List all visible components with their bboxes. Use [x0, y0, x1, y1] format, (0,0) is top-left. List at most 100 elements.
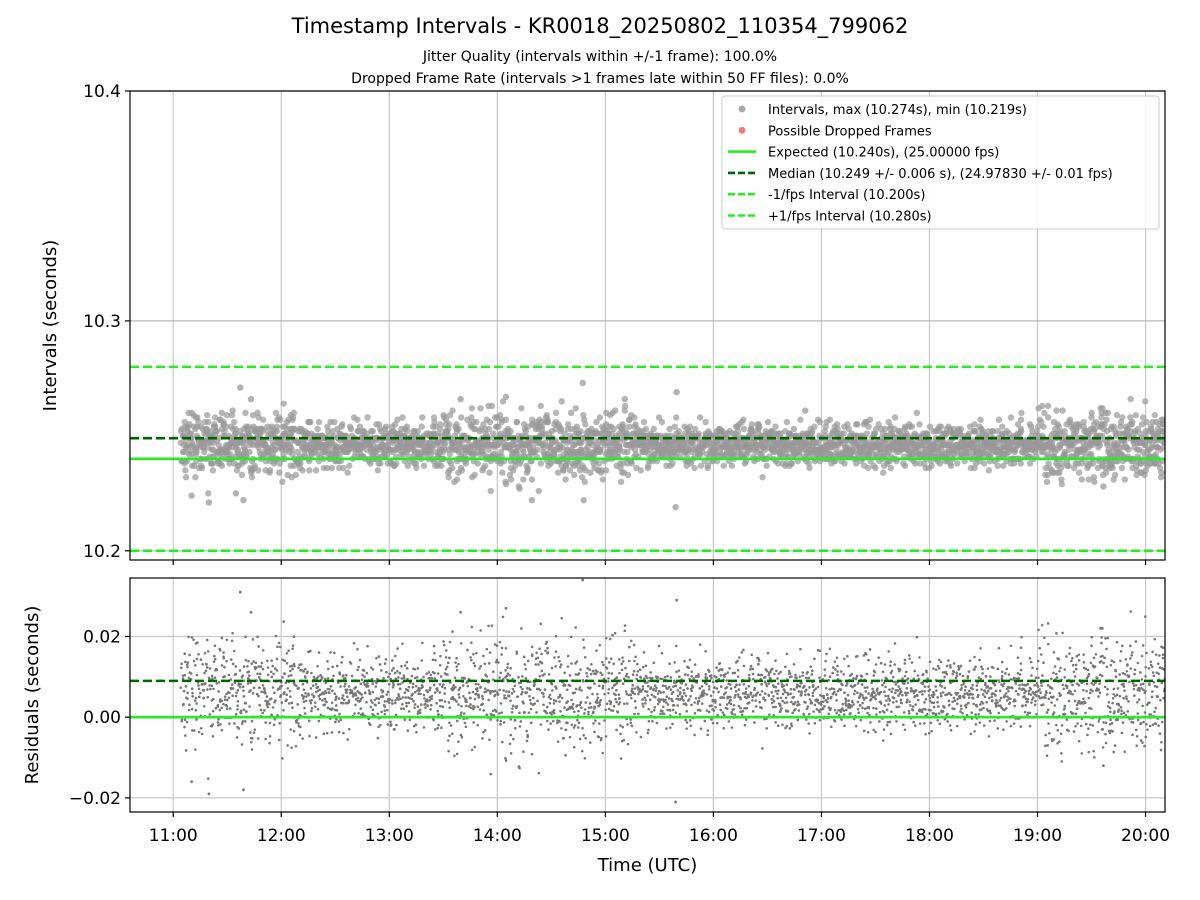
interval-point: [936, 460, 944, 467]
residual-point: [635, 677, 638, 681]
residual-point: [422, 675, 425, 679]
residual-point: [563, 671, 566, 675]
residual-point: [495, 691, 499, 694]
residual-point: [654, 695, 657, 699]
interval-point: [642, 425, 650, 433]
residual-point: [346, 738, 350, 741]
interval-point: [198, 464, 206, 472]
residual-point: [197, 687, 201, 691]
residual-point: [583, 712, 586, 715]
residual-point: [661, 684, 665, 688]
residual-point: [581, 678, 585, 682]
interval-point: [238, 471, 246, 479]
residual-point: [334, 695, 338, 699]
interval-point: [1158, 469, 1165, 476]
residual-point: [499, 702, 503, 705]
residual-point: [662, 712, 666, 716]
residual-point: [229, 678, 233, 681]
interval-point: [1161, 439, 1165, 446]
interval-point: [1121, 476, 1128, 483]
residual-point: [385, 708, 389, 712]
residual-point: [335, 718, 338, 721]
residual-point: [672, 685, 675, 688]
residual-point: [212, 660, 216, 663]
residual-point: [508, 674, 511, 677]
interval-point: [482, 462, 489, 469]
residual-point: [625, 672, 629, 676]
interval-point: [748, 421, 755, 428]
residual-point: [181, 677, 185, 680]
residual-point: [264, 721, 267, 724]
interval-point: [691, 425, 699, 433]
residual-point: [545, 705, 549, 709]
residual-point: [491, 709, 495, 713]
residual-point: [436, 689, 439, 692]
residual-point: [458, 686, 462, 690]
residual-point: [558, 659, 561, 663]
residual-point: [223, 675, 226, 678]
residual-point: [270, 713, 273, 716]
residual-point: [319, 674, 322, 677]
residual-point: [558, 694, 562, 698]
residual-point: [554, 650, 558, 653]
residual-point: [199, 658, 203, 661]
interval-point: [1018, 409, 1025, 417]
residual-point: [518, 725, 522, 728]
residual-point: [577, 721, 581, 725]
residual-point: [187, 676, 191, 680]
residual-point: [381, 695, 385, 698]
residual-point: [444, 656, 448, 659]
residual-point: [436, 672, 440, 675]
interval-point: [621, 402, 629, 410]
residual-point: [659, 677, 662, 681]
residual-point: [552, 699, 556, 702]
residual-point: [715, 666, 718, 669]
interval-point: [205, 490, 212, 497]
residual-point: [286, 744, 289, 747]
residual-point: [582, 638, 585, 642]
residual-point: [638, 668, 642, 672]
residual-point: [383, 709, 387, 713]
residual-point: [414, 723, 418, 727]
interval-point: [458, 467, 466, 474]
interval-point: [223, 411, 231, 419]
residual-point: [358, 658, 362, 662]
residual-point: [354, 694, 358, 697]
residual-point: [625, 702, 629, 705]
residual-point: [451, 732, 454, 735]
interval-outlier-point: [502, 393, 510, 400]
residual-point: [551, 719, 555, 723]
residual-point: [659, 698, 663, 701]
residual-point: [311, 693, 314, 696]
residual-point: [322, 732, 326, 735]
residual-point: [697, 675, 700, 678]
interval-point: [772, 423, 779, 430]
residual-point: [369, 723, 372, 727]
residual-point: [264, 699, 267, 703]
residual-point: [290, 746, 293, 749]
residual-point: [374, 685, 378, 688]
residual-point: [619, 757, 623, 760]
residual-point: [502, 721, 506, 724]
residual-point: [241, 674, 245, 677]
residual-point: [347, 685, 351, 688]
residual-point: [261, 649, 265, 652]
residual-point: [192, 729, 196, 732]
residual-point: [474, 682, 478, 686]
residual-point: [341, 655, 344, 659]
residual-point: [377, 701, 381, 705]
residual-point: [223, 698, 227, 701]
interval-point: [631, 414, 638, 421]
residual-point: [317, 675, 320, 678]
residual-point: [254, 666, 258, 669]
residual-point: [440, 726, 443, 729]
residual-point: [526, 733, 529, 737]
residual-point: [493, 689, 497, 693]
interval-point: [1080, 418, 1087, 426]
residual-point: [283, 659, 287, 663]
residual-point: [396, 647, 399, 650]
residual-point: [552, 702, 556, 705]
interval-point: [624, 471, 632, 479]
residual-point: [662, 705, 665, 709]
residual-point: [291, 647, 294, 650]
